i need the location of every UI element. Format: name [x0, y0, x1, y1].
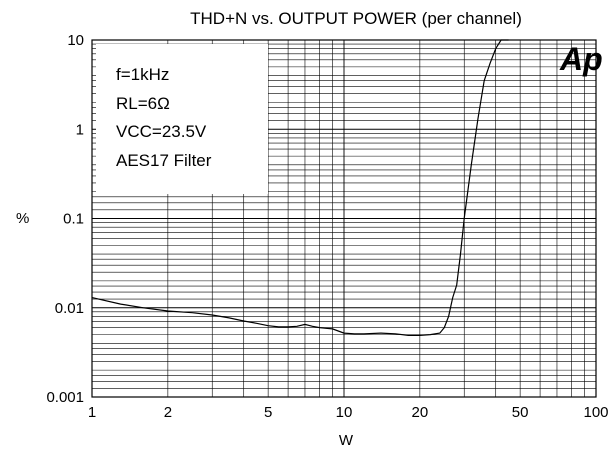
- y-tick-label: 0.1: [63, 211, 84, 228]
- annotation-box: [96, 44, 268, 194]
- x-tick-label: 2: [164, 404, 172, 421]
- x-tick-label: 1: [88, 404, 96, 421]
- ap-logo: Ap: [559, 41, 603, 77]
- y-tick-label: 1: [76, 121, 84, 138]
- x-tick-label: 100: [583, 404, 608, 421]
- plot-frame: [91, 39, 597, 398]
- y-axis-label: %: [16, 210, 29, 227]
- annotation-frequency: f=1kHz: [116, 65, 169, 84]
- x-axis-label: W: [339, 432, 354, 449]
- x-tick-label: 20: [412, 404, 429, 421]
- x-tick-label: 5: [264, 404, 272, 421]
- series-line-thdn: [91, 39, 509, 336]
- y-tick-label: 0.01: [55, 300, 84, 317]
- x-tick-label: 10: [336, 404, 353, 421]
- tick-labels: 1 2 5 10 20 50 100 0.001 0.01 0.1 1 10: [46, 32, 608, 421]
- x-tick-label: 50: [512, 404, 529, 421]
- y-tick-label: 10: [67, 32, 84, 49]
- annotation-load: RL=6Ω: [116, 94, 170, 113]
- y-tick-label: 0.001: [46, 389, 84, 406]
- annotation-supply: VCC=23.5V: [116, 122, 207, 141]
- chart-title: THD+N vs. OUTPUT POWER (per channel): [190, 9, 522, 28]
- annotation-filter: AES17 Filter: [116, 151, 212, 170]
